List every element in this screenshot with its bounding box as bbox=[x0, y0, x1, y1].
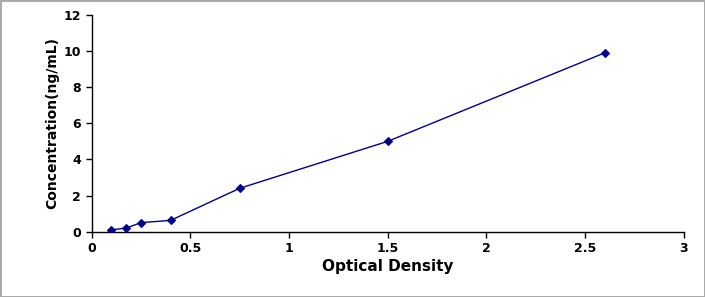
X-axis label: Optical Density: Optical Density bbox=[322, 259, 453, 274]
Y-axis label: Concentration(ng/mL): Concentration(ng/mL) bbox=[46, 37, 59, 209]
